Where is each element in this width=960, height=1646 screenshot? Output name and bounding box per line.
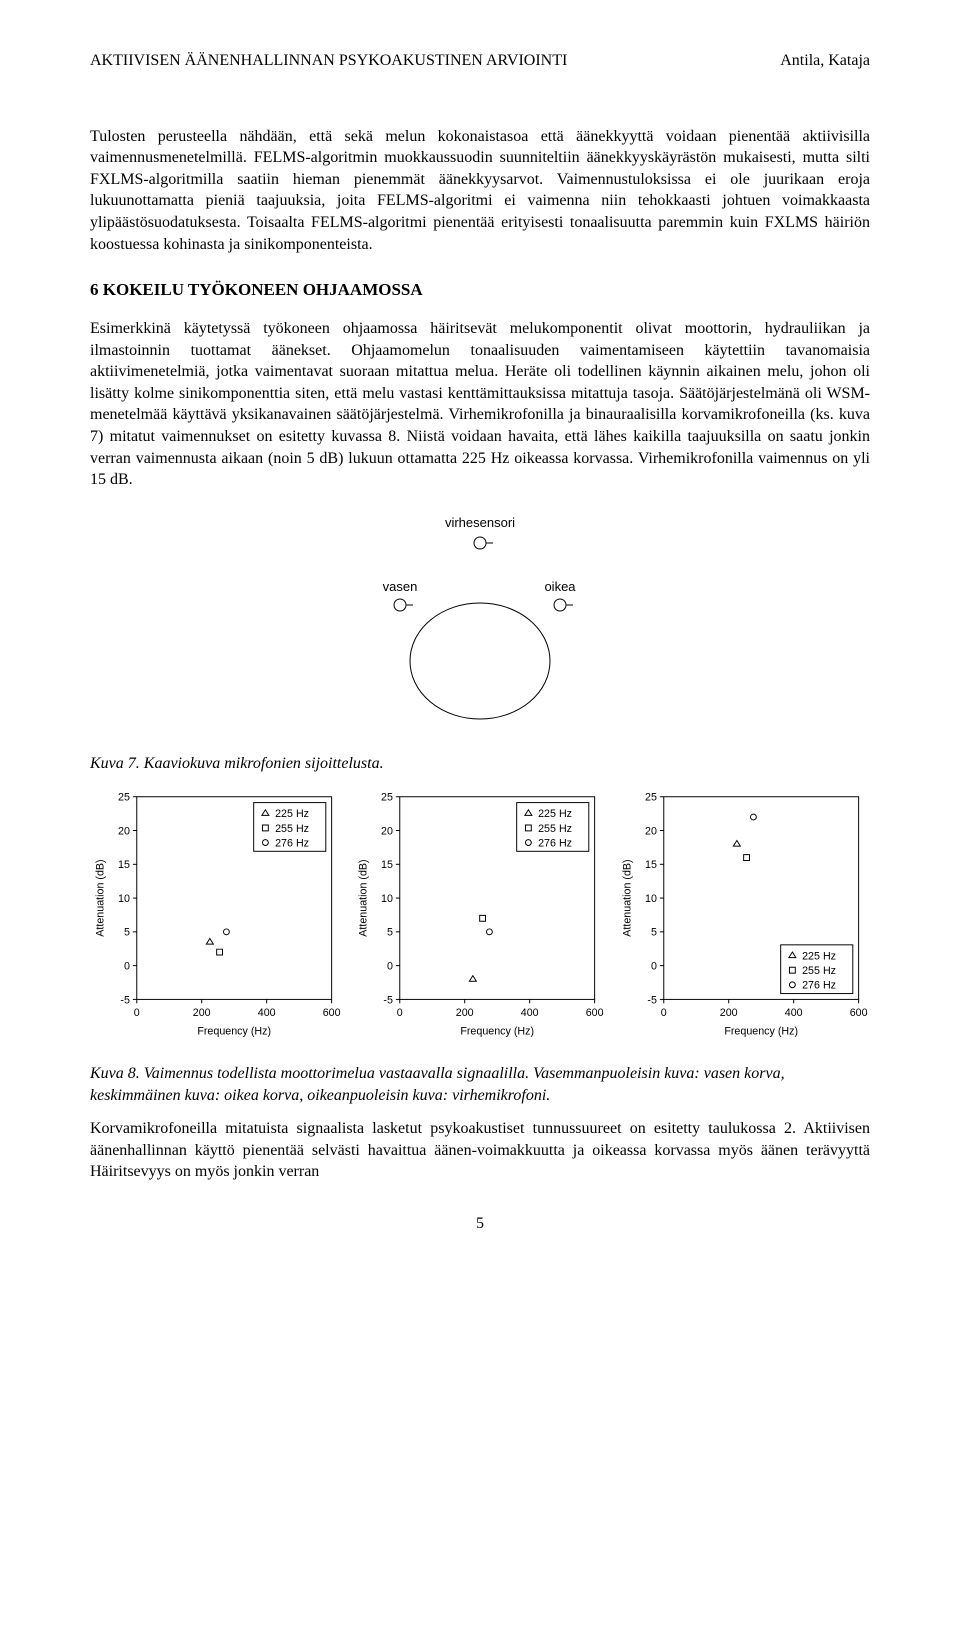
paragraph-1: Tulosten perusteella nähdään, että sekä … [90,126,870,256]
svg-text:15: 15 [381,859,393,871]
svg-text:20: 20 [645,825,657,837]
svg-text:5: 5 [124,927,130,939]
page-header: AKTIIVISEN ÄÄNENHALLINNAN PSYKOAKUSTINEN… [90,50,870,72]
attenuation-chart-left: -5 0 5 10 15 20 25 0 200 400 600 Frequency (Hz) Atte… [90,787,343,1040]
section-heading: 6 KOKEILU TYÖKONEEN OHJAAMOSSA [90,279,870,302]
svg-text:400: 400 [258,1007,276,1019]
svg-text:0: 0 [387,961,393,973]
svg-text:400: 400 [521,1007,539,1019]
header-left: AKTIIVISEN ÄÄNENHALLINNAN PSYKOAKUSTINEN… [90,50,567,72]
figure-8-caption: Kuva 8. Vaimennus todellista moottorimel… [90,1063,870,1106]
svg-text:5: 5 [651,927,657,939]
page-number: 5 [90,1213,870,1235]
microphone-diagram: virhesensori vasen oikea [340,511,620,731]
svg-text:25: 25 [381,792,393,804]
chart-panel-left: -5 0 5 10 15 20 25 0 200 400 600 Frequency (Hz) Atte… [90,787,343,1047]
svg-text:600: 600 [586,1007,604,1019]
svg-text:25: 25 [118,792,130,804]
svg-text:vasen: vasen [383,579,418,594]
svg-text:0: 0 [397,1007,403,1019]
svg-text:10: 10 [118,893,130,905]
svg-text:5: 5 [387,927,393,939]
attenuation-chart-right: -505101520250200400600Frequency (Hz)Atte… [617,787,870,1040]
svg-text:200: 200 [456,1007,474,1019]
svg-text:-5: -5 [647,994,657,1006]
svg-text:25: 25 [645,792,657,804]
chart-panel-middle: -505101520250200400600Frequency (Hz)Atte… [353,787,606,1047]
svg-text:15: 15 [118,859,130,871]
svg-text:400: 400 [784,1007,802,1019]
svg-text:oikea: oikea [544,579,576,594]
svg-text:20: 20 [118,825,130,837]
figure-7-diagram: virhesensori vasen oikea [340,511,620,738]
figure-8-panels: -505101520250200400600Frequency (Hz)Atte… [90,787,870,1047]
svg-text:225 Hz: 225 Hz [538,808,572,820]
paragraph-3: Korvamikrofoneilla mitatuista signaalist… [90,1118,870,1183]
svg-text:225 Hz: 225 Hz [802,950,836,962]
header-right: Antila, Kataja [780,50,870,72]
svg-text:600: 600 [849,1007,867,1019]
figure-7-caption: Kuva 7. Kaaviokuva mikrofonien sijoittel… [90,753,870,775]
svg-text:0: 0 [134,1007,140,1019]
svg-text:200: 200 [193,1007,211,1019]
svg-text:Frequency (Hz): Frequency (Hz) [461,1026,535,1038]
svg-text:255 Hz: 255 Hz [275,823,309,835]
svg-text:Frequency (Hz): Frequency (Hz) [724,1026,798,1038]
attenuation-chart-middle: -505101520250200400600Frequency (Hz)Atte… [353,787,606,1040]
svg-text:0: 0 [660,1007,666,1019]
svg-text:20: 20 [381,825,393,837]
svg-text:10: 10 [381,893,393,905]
svg-text:0: 0 [124,961,130,973]
svg-text:255 Hz: 255 Hz [538,823,572,835]
svg-text:276 Hz: 276 Hz [538,837,572,849]
svg-text:255 Hz: 255 Hz [802,965,836,977]
svg-text:Attenuation (dB): Attenuation (dB) [358,859,370,936]
chart-panel-right: -505101520250200400600Frequency (Hz)Atte… [617,787,870,1047]
svg-text:virhesensori: virhesensori [445,515,515,530]
svg-text:276 Hz: 276 Hz [802,980,836,992]
svg-text:225 Hz: 225 Hz [275,808,309,820]
paragraph-2: Esimerkkinä käytetyssä työkoneen ohjaamo… [90,318,870,491]
svg-text:Frequency (Hz): Frequency (Hz) [197,1026,271,1038]
svg-text:200: 200 [719,1007,737,1019]
svg-text:-5: -5 [384,994,394,1006]
svg-text:276 Hz: 276 Hz [275,837,309,849]
svg-text:0: 0 [651,961,657,973]
svg-text:15: 15 [645,859,657,871]
svg-text:Attenuation (dB): Attenuation (dB) [621,859,633,936]
svg-text:600: 600 [323,1007,341,1019]
svg-text:-5: -5 [120,994,130,1006]
svg-text:Attenuation (dB): Attenuation (dB) [95,859,107,936]
svg-text:10: 10 [645,893,657,905]
